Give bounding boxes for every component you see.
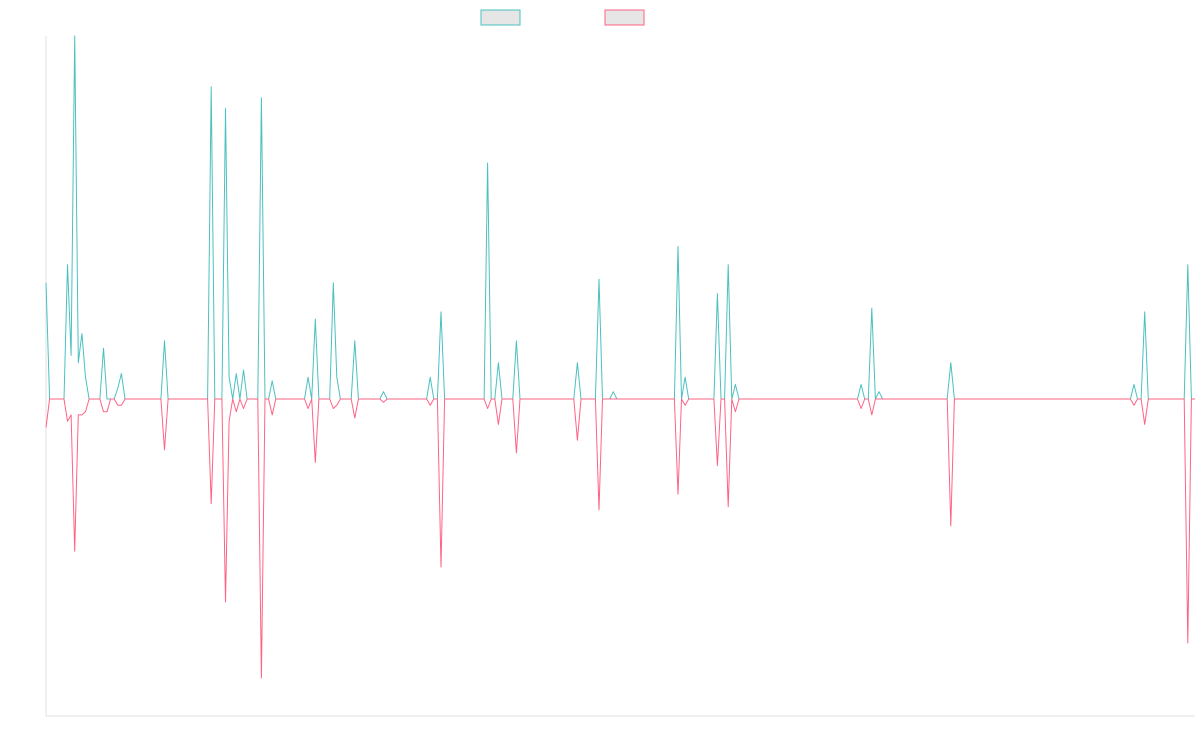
series-line-1 (45, 35, 1195, 400)
legend (480, 9, 645, 26)
legend-swatch-1[interactable] (480, 9, 521, 26)
series-layer (45, 35, 1195, 679)
series-line-2 (45, 398, 1195, 679)
legend-swatch-2[interactable] (604, 9, 645, 26)
chart-axes (45, 36, 1195, 717)
